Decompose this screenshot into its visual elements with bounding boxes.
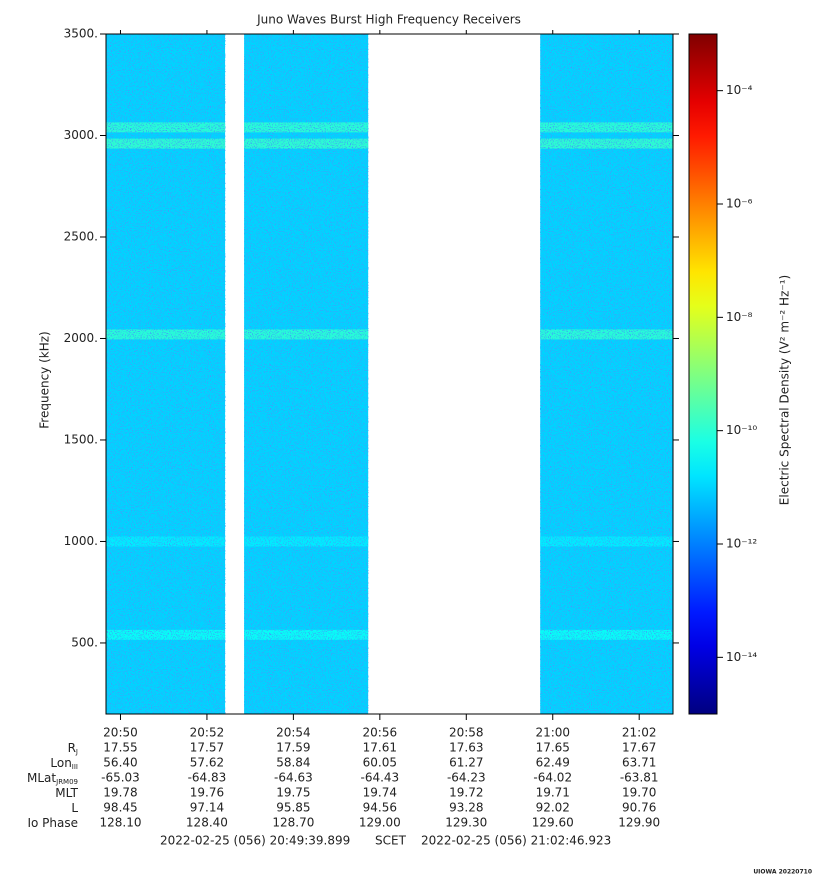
ephemeris-value: 19.70 [622,786,656,800]
ephemeris-value: -63.81 [620,771,659,785]
end-time: 2022-02-25 (056) 21:02:46.923 [421,834,611,848]
x-tick-label: 21:02 [622,726,657,740]
ephemeris-name: R [68,741,76,755]
ephemeris-label: MLatJRM09 [27,771,78,787]
ephemeris-value: 17.55 [103,741,137,755]
ephemeris-value: -64.23 [447,771,486,785]
colorbar-tick-label: 10⁻¹² [726,537,757,551]
colorbar-tick-label: 10⁻¹⁴ [726,650,757,664]
speckle [106,34,226,714]
ephemeris-sub: JRM09 [55,778,78,786]
ephemeris-value: 19.78 [103,786,137,800]
ephemeris-sub: J [75,748,78,756]
plot-frame [105,33,674,715]
ephemeris-value: 95.85 [276,801,310,815]
y-tick-label: 1500. [64,432,98,446]
ephemeris-value: 98.45 [103,801,137,815]
chart-title: Juno Waves Burst High Frequency Receiver… [256,13,521,27]
y-tick-label: 3500. [64,27,98,41]
ephemeris-value: 129.00 [359,816,401,830]
ephemeris-value: 93.28 [449,801,483,815]
ephemeris-value: 19.71 [536,786,570,800]
ephemeris-value: 129.30 [445,816,487,830]
ephemeris-value: 17.65 [536,741,570,755]
ephemeris-value: 57.62 [190,756,224,770]
y-tick-label: 2500. [64,229,98,243]
ephemeris-name: L [71,801,78,815]
ephemeris-value: 128.70 [272,816,314,830]
y-tick-label: 500. [71,635,98,649]
x-tick-label: 20:58 [449,726,484,740]
ephemeris-value: 97.14 [190,801,224,815]
time-label: SCET [375,834,407,848]
ephemeris-value: -64.43 [360,771,399,785]
ephemeris-label: MLT [55,786,78,800]
ephemeris-value: 128.40 [186,816,228,830]
y-tick-label: 1000. [64,534,98,548]
x-tick-label: 20:54 [276,726,311,740]
ephemeris-name: Io Phase [27,816,78,830]
y-axis-label: Frequency (kHz) [38,331,52,428]
colorbar-tick-label: 10⁻⁴ [726,83,753,97]
ephemeris-sub: III [72,763,78,771]
y-tick-label: 3000. [64,128,98,142]
spectrogram [106,34,673,714]
ephemeris-value: 92.02 [536,801,570,815]
x-tick-label: 20:50 [103,726,138,740]
ephemeris-value: 90.76 [622,801,656,815]
ephemeris-value: -65.03 [101,771,140,785]
ephemeris-value: 61.27 [449,756,483,770]
x-tick-label: 21:00 [535,726,570,740]
ephemeris-value: 62.49 [536,756,570,770]
ephemeris-value: 19.75 [276,786,310,800]
ephemeris-value: 19.74 [363,786,397,800]
ephemeris-name: MLat [27,771,56,785]
ephemeris-label: LonIII [50,756,78,772]
ephemeris-value: 58.84 [276,756,310,770]
start-time: 2022-02-25 (056) 20:49:39.899 [160,834,350,848]
ephemeris-value: -64.83 [188,771,227,785]
x-tick-label: 20:52 [190,726,225,740]
ephemeris-label: RJ [68,741,78,757]
ephemeris-label: L [71,801,78,815]
ephemeris-value: 17.59 [276,741,310,755]
ephemeris-value: 63.71 [622,756,656,770]
ephemeris-value: 19.72 [449,786,483,800]
ephemeris-value: 17.63 [449,741,483,755]
colorbar [688,33,718,715]
speckle [540,34,673,714]
x-tick-label: 20:56 [363,726,398,740]
ephemeris-value: 17.67 [622,741,656,755]
ephemeris-name: MLT [55,786,78,800]
ephemeris-value: 56.40 [103,756,137,770]
ephemeris-value: -64.02 [533,771,572,785]
colorbar-tick-label: 10⁻⁸ [726,310,753,324]
colorbar-tick-label: 10⁻⁶ [726,197,753,211]
ephemeris-value: 128.10 [99,816,141,830]
colorbar-label: Electric Spectral Density (V² m⁻² Hz⁻¹) [778,275,792,505]
ephemeris-name: Lon [50,756,71,770]
colorbar-tick-label: 10⁻¹⁰ [726,423,757,437]
ephemeris-value: 19.76 [190,786,224,800]
ephemeris-value: 94.56 [363,801,397,815]
credit: UIOWA 20220710 [753,869,812,876]
ephemeris-value: 129.60 [532,816,574,830]
ephemeris-value: -64.63 [274,771,313,785]
ephemeris-value: 129.90 [618,816,660,830]
speckle [244,34,369,714]
ephemeris-value: 17.57 [190,741,224,755]
y-tick-label: 2000. [64,331,98,345]
ephemeris-label: Io Phase [27,816,78,830]
ephemeris-value: 60.05 [363,756,397,770]
ephemeris-value: 17.61 [363,741,397,755]
